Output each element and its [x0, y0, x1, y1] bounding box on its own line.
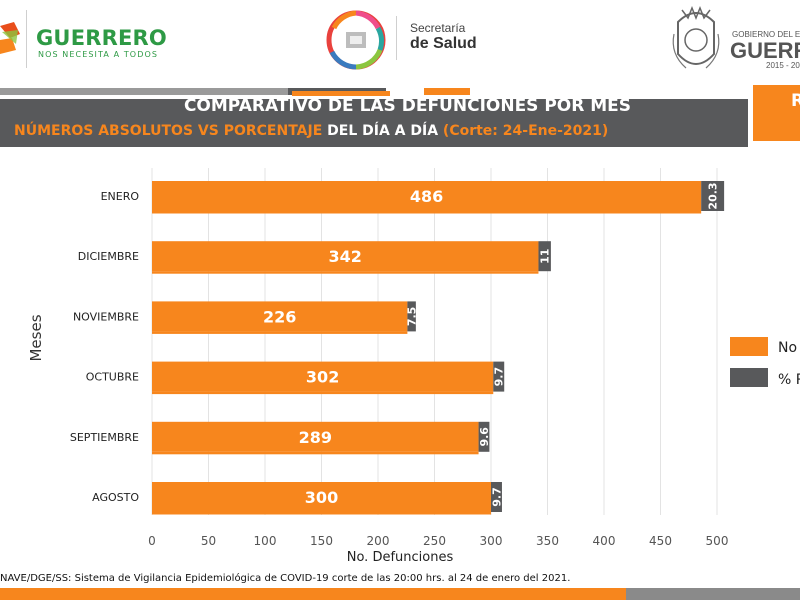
- header-divider: [26, 10, 27, 68]
- y-axis-label: Meses: [27, 314, 45, 361]
- state-seal-icon: [672, 5, 720, 69]
- bar-underline: [152, 331, 408, 334]
- category-labels: ENERO DICIEMBRE NOVIEMBRE OCTUBRE SEPTIEMBRE…: [70, 190, 139, 504]
- bar-underline: [152, 512, 491, 515]
- grid-lines: [151, 168, 718, 515]
- data-label-absolute: 300: [305, 488, 338, 507]
- data-label-absolute: 342: [329, 247, 362, 266]
- x-tick-label: 350: [536, 534, 559, 548]
- subtitle-rest: DEL DÍA A DÍA: [322, 123, 443, 139]
- chart-subtitle: NÚMEROS ABSOLUTOS VS PORCENTAJE DEL DÍA …: [14, 123, 608, 139]
- data-label-absolute: 302: [306, 368, 339, 387]
- brand-title: GUERRERO: [36, 26, 167, 50]
- data-label-percent: 9.7: [490, 487, 503, 507]
- x-tick-label: 300: [480, 534, 503, 548]
- category-label: AGOSTO: [92, 491, 139, 504]
- x-tick-label: 200: [367, 534, 390, 548]
- source-note: NAVE/DGE/SS: Sistema de Vigilancia Epide…: [0, 573, 571, 584]
- footer-bar-gray: [626, 588, 800, 600]
- bar-absolute: [152, 241, 539, 272]
- decor-strip-orange-small: [424, 88, 470, 95]
- bar-percent: [493, 361, 505, 392]
- category-label: SEPTIEMBRE: [70, 431, 139, 444]
- gobierno-years: 2015 - 20: [766, 61, 800, 70]
- brand-subtitle: NOS NECESITA A TODOS: [38, 50, 159, 59]
- category-label: DICIEMBRE: [78, 250, 139, 263]
- bars: 486 20.3 342 11 226 7.5 302 9.7 289 9.6 300 9.7: [152, 181, 725, 515]
- gobierno-label: GOBIERNO DEL E: [732, 30, 800, 39]
- header-divider: [396, 16, 397, 60]
- category-label: NOVIEMBRE: [73, 310, 139, 323]
- bar-absolute: [152, 181, 702, 211]
- subtitle-cut-date: (Corte: 24-Ene-2021): [442, 123, 609, 139]
- guerrero-logo-icon: [0, 22, 20, 54]
- bar-absolute: [152, 361, 494, 392]
- footer-bar-orange: [0, 588, 626, 600]
- corner-block: R: [753, 85, 800, 141]
- bar-percent: [538, 241, 551, 272]
- bar-underline: [152, 451, 479, 455]
- gobierno-name: GUERR: [730, 38, 800, 63]
- data-label-percent: 9.6: [478, 427, 491, 447]
- data-label-absolute: 486: [410, 187, 443, 206]
- x-tick-labels: 0 50 100 150 200 250 300 350 400 450 500: [148, 534, 728, 548]
- corner-label: R: [791, 91, 800, 111]
- legend-swatch-absolute: [730, 337, 768, 356]
- secretaria-label: Secretaría: [410, 21, 466, 35]
- title-band: [0, 99, 748, 147]
- secretaria-name: de Salud: [410, 35, 477, 52]
- x-tick-label: 50: [201, 534, 216, 548]
- bar-absolute: [152, 421, 479, 452]
- x-tick-label: 250: [423, 534, 446, 548]
- category-label: ENERO: [101, 190, 140, 203]
- decor-strip-gray: [0, 88, 288, 95]
- decor-strip-orange: [292, 91, 390, 96]
- bar-percent: [478, 421, 490, 452]
- category-label: OCTUBRE: [86, 371, 139, 384]
- x-tick-label: 450: [649, 534, 672, 548]
- bar-underline: [152, 211, 702, 214]
- x-tick-label: 500: [706, 534, 729, 548]
- deaths-by-month-chart: 486 20.3 342 11 226 7.5 302 9.7 289 9.6 300 9.7 ENE…: [27, 168, 800, 565]
- data-label-percent: 20.3: [707, 182, 720, 209]
- data-label-absolute: 226: [263, 307, 296, 326]
- bar-absolute: [152, 301, 408, 332]
- x-tick-label: 100: [254, 534, 277, 548]
- bar-percent: [407, 301, 416, 332]
- chart-title: COMPARATIVO DE LAS DEFUNCIONES POR MES: [183, 96, 632, 116]
- legend-label-percent: % P: [778, 372, 800, 388]
- data-label-percent: 11: [539, 249, 552, 264]
- bar-underline: [152, 271, 539, 274]
- x-axis-label: No. Defunciones: [347, 550, 454, 565]
- subtitle-highlight: NÚMEROS ABSOLUTOS VS PORCENTAJE: [14, 123, 323, 139]
- x-tick-label: 0: [148, 534, 156, 548]
- x-tick-label: 150: [310, 534, 333, 548]
- data-label-absolute: 289: [299, 428, 332, 447]
- data-label-percent: 9.7: [493, 367, 506, 387]
- bar-percent: [491, 482, 502, 512]
- legend-swatch-percent: [730, 368, 768, 387]
- legend-label-absolute: No: [778, 340, 797, 356]
- bar-underline: [152, 391, 494, 395]
- bar-percent: [701, 181, 725, 211]
- bar-absolute: [152, 482, 491, 512]
- data-label-percent: 7.5: [406, 307, 419, 327]
- secretaria-salud-logo-icon: [326, 10, 386, 70]
- x-tick-label: 400: [593, 534, 616, 548]
